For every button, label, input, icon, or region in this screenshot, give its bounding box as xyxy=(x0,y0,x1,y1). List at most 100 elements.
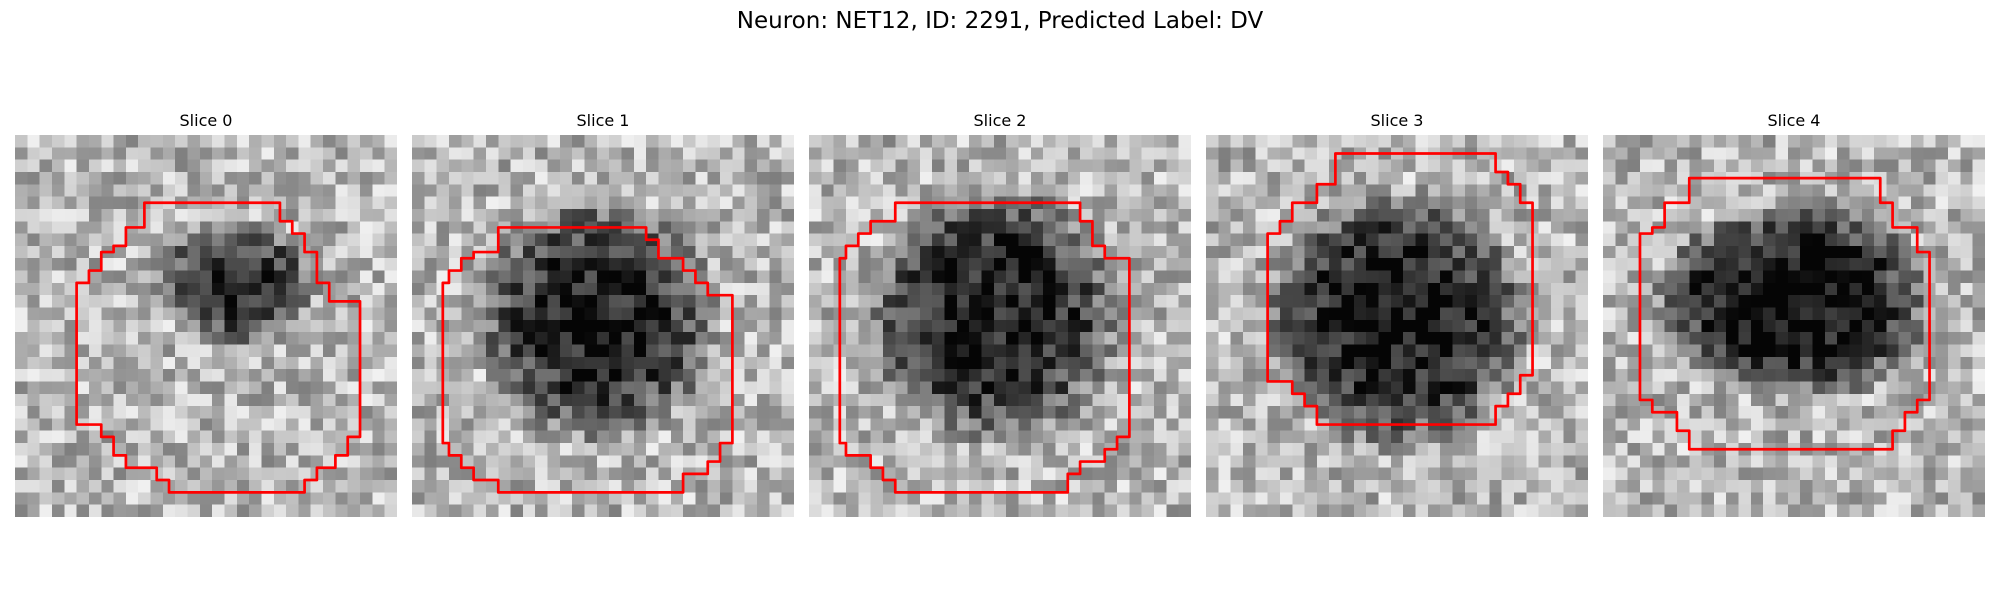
pixel xyxy=(1824,196,1838,210)
pixel xyxy=(1489,443,1502,456)
pixel xyxy=(1526,443,1539,456)
pixel xyxy=(1689,467,1702,481)
pixel xyxy=(39,356,53,370)
pixel xyxy=(436,245,450,259)
slice-panel: Slice 1 xyxy=(412,110,794,517)
pixel xyxy=(199,381,213,395)
pixel xyxy=(535,208,548,222)
pixel xyxy=(1713,208,1727,222)
pixel xyxy=(572,393,585,407)
pixel xyxy=(1353,369,1367,382)
pixel xyxy=(1824,282,1838,296)
pixel xyxy=(670,270,684,284)
pixel xyxy=(1575,455,1588,468)
pixel xyxy=(919,184,933,197)
pixel xyxy=(1440,430,1453,444)
pixel xyxy=(1615,184,1628,197)
pixel xyxy=(781,184,794,197)
pixel xyxy=(473,406,487,419)
pixel xyxy=(658,159,672,173)
pixel xyxy=(932,258,945,271)
pixel xyxy=(162,443,176,456)
pixel xyxy=(76,430,90,444)
pixel xyxy=(981,208,995,222)
pixel xyxy=(1923,159,1936,173)
pixel xyxy=(1713,455,1727,468)
pixel xyxy=(981,282,995,296)
pixel xyxy=(732,332,745,345)
pixel xyxy=(236,418,250,431)
pixel xyxy=(1427,467,1441,481)
pixel xyxy=(1154,147,1167,160)
pixel xyxy=(323,455,336,468)
pixel xyxy=(781,208,794,222)
pixel xyxy=(88,135,102,148)
pixel xyxy=(944,147,958,160)
pixel xyxy=(125,480,139,493)
pixel xyxy=(1849,245,1863,259)
pixel xyxy=(138,258,151,271)
pixel xyxy=(1452,430,1466,444)
pixel xyxy=(88,406,102,419)
pixel xyxy=(720,393,733,407)
pixel xyxy=(1279,147,1293,160)
pixel xyxy=(670,233,684,247)
pixel xyxy=(1230,504,1244,517)
pixel xyxy=(981,467,995,481)
pixel xyxy=(1218,307,1231,321)
pixel xyxy=(981,443,995,456)
pixel xyxy=(1886,270,1899,284)
pixel xyxy=(1092,504,1105,517)
pixel xyxy=(372,480,385,493)
pixel xyxy=(461,381,474,395)
pixel xyxy=(51,184,65,197)
pixel xyxy=(436,455,450,468)
pixel xyxy=(1849,418,1863,431)
pixel xyxy=(1218,147,1231,160)
pixel xyxy=(744,135,758,148)
pixel xyxy=(1206,159,1219,173)
pixel xyxy=(1489,233,1502,247)
pixel xyxy=(572,171,585,185)
pixel xyxy=(1292,369,1305,382)
pixel xyxy=(1563,393,1576,407)
pixel xyxy=(1242,443,1256,456)
pixel xyxy=(1043,393,1056,407)
pixel xyxy=(1206,406,1219,419)
pixel xyxy=(720,184,733,197)
pixel xyxy=(1415,393,1429,407)
pixel xyxy=(412,393,425,407)
pixel xyxy=(584,504,598,517)
pixel xyxy=(596,430,610,444)
pixel xyxy=(64,356,77,370)
pixel xyxy=(424,467,437,481)
pixel xyxy=(1129,258,1142,271)
pixel xyxy=(535,418,548,431)
pixel xyxy=(1378,171,1392,185)
pixel xyxy=(1279,233,1293,247)
pixel xyxy=(1242,184,1256,197)
pixel xyxy=(882,307,896,321)
pixel xyxy=(1639,369,1653,382)
pixel xyxy=(1292,135,1305,148)
pixel xyxy=(360,455,373,468)
pixel xyxy=(907,467,921,481)
pixel xyxy=(1043,221,1056,234)
pixel xyxy=(1935,171,1949,185)
pixel xyxy=(1489,245,1502,259)
pixel xyxy=(1206,393,1219,407)
pixel xyxy=(1923,430,1936,444)
pixel xyxy=(113,393,127,407)
pixel xyxy=(1701,467,1715,481)
pixel xyxy=(1713,184,1727,197)
pixel xyxy=(535,184,548,197)
pixel xyxy=(707,332,721,345)
pixel xyxy=(199,504,213,517)
pixel xyxy=(858,344,871,358)
pixel xyxy=(113,270,127,284)
pixel xyxy=(1178,418,1191,431)
pixel xyxy=(1935,245,1949,259)
pixel xyxy=(1526,147,1539,160)
pixel xyxy=(39,258,53,271)
pixel xyxy=(1849,480,1863,493)
